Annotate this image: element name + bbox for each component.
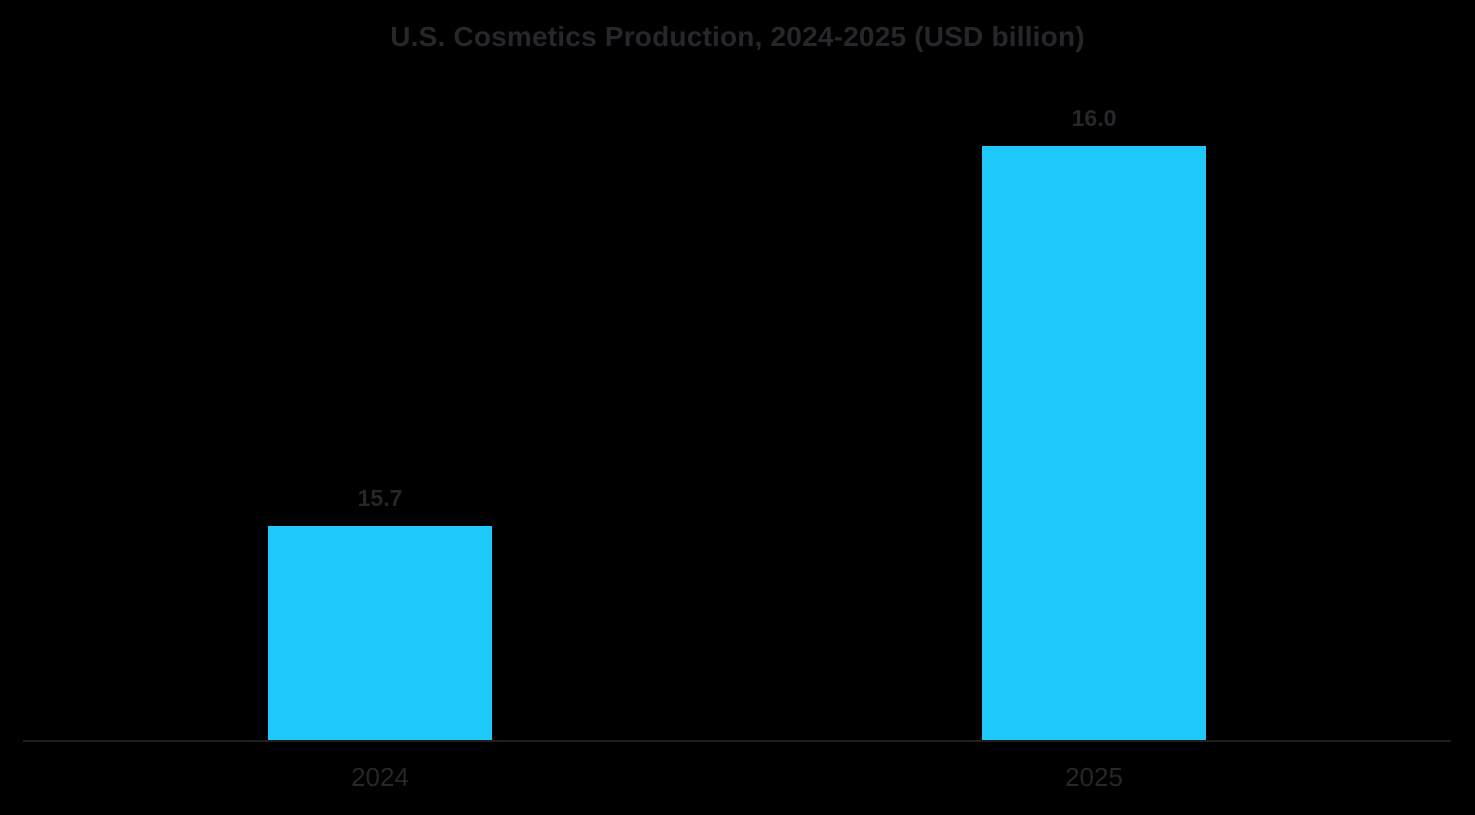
x-tick-label-2025: 2025	[1065, 762, 1123, 792]
data-label-2025: 16.0	[1071, 105, 1117, 132]
chart-title: U.S. Cosmetics Production, 2024-2025 (US…	[390, 21, 1085, 52]
bar-2025	[982, 146, 1206, 741]
bar-group-2025: 16.0	[982, 105, 1206, 741]
x-tick-label-2024: 2024	[351, 762, 409, 792]
x-axis-line	[23, 740, 1451, 742]
data-label-2024: 15.7	[357, 485, 403, 512]
bar-group-2024: 15.7	[268, 485, 492, 741]
bar-2024	[268, 526, 492, 741]
